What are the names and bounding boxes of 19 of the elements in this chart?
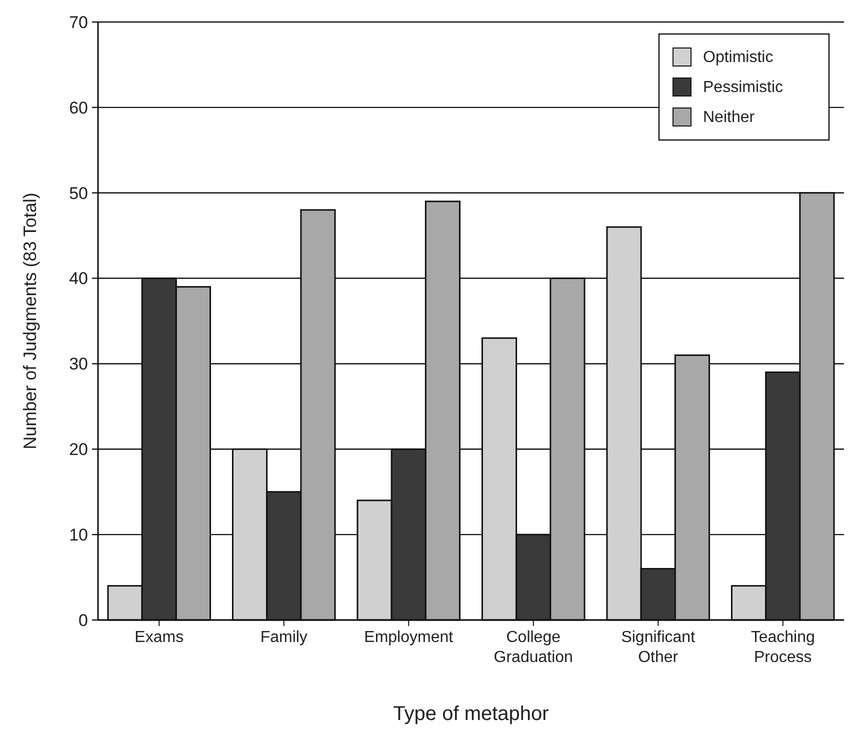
y-tick-label: 10 bbox=[69, 526, 88, 545]
x-axis-title: Type of metaphor bbox=[393, 703, 550, 725]
y-tick-label: 70 bbox=[69, 12, 88, 32]
legend-label: Pessimistic bbox=[703, 79, 784, 96]
x-tick-label: Employment bbox=[364, 629, 454, 646]
y-axis-title: Number of Judgments (83 Total) bbox=[20, 192, 40, 450]
x-tick-label: Exams bbox=[134, 629, 184, 646]
x-tick-label: College Graduation bbox=[494, 629, 573, 666]
y-tick-label: 50 bbox=[69, 184, 88, 203]
legend-label: Optimistic bbox=[703, 49, 774, 66]
x-tick-label: Family bbox=[260, 629, 308, 646]
y-tick-label: 60 bbox=[69, 98, 88, 118]
y-tick-label: 40 bbox=[69, 269, 88, 288]
y-tick-label: 0 bbox=[78, 610, 88, 630]
legend-label: Neither bbox=[703, 109, 756, 126]
x-tick-label: Teaching Process bbox=[750, 629, 815, 666]
y-tick-label: 30 bbox=[69, 354, 88, 374]
y-tick-label: 20 bbox=[69, 440, 88, 460]
x-tick-label: Significant Other bbox=[621, 629, 696, 666]
